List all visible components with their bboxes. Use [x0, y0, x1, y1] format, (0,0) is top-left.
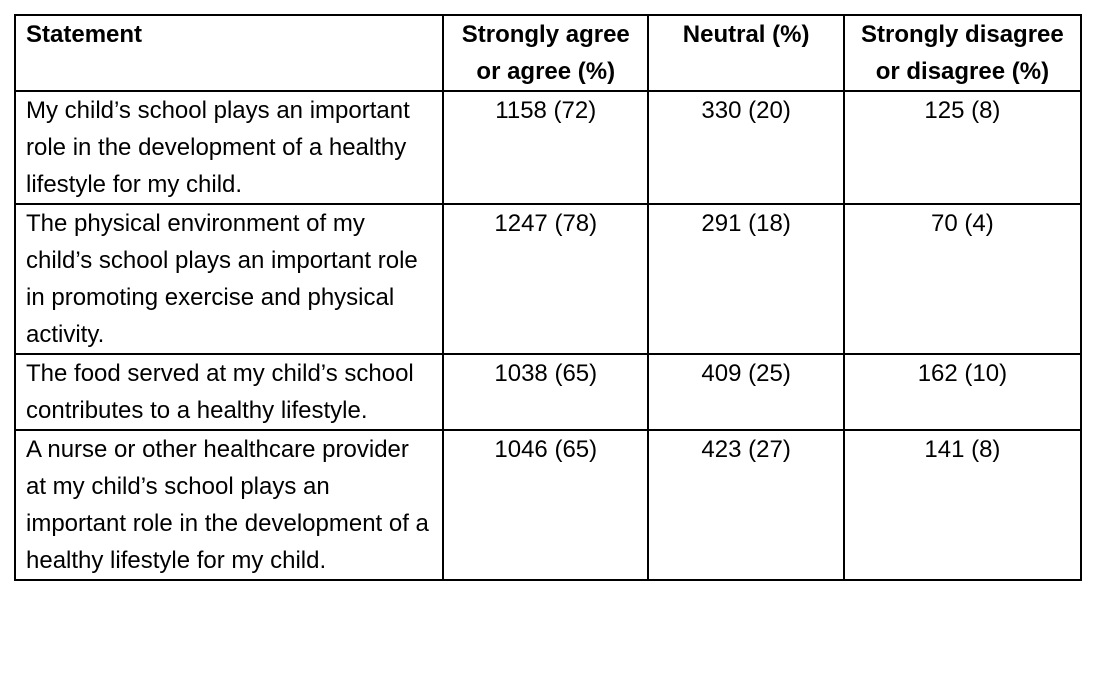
disagree-cell: 125 (8): [842, 90, 1083, 205]
header-neutral: Neutral (%): [647, 14, 845, 92]
header-disagree: Strongly disagree or disagree (%): [842, 14, 1083, 92]
neutral-cell: 330 (20): [647, 90, 845, 205]
agree-cell: 1247 (78): [442, 203, 650, 355]
statement-cell: The food served at my child’s school con…: [13, 353, 445, 431]
table-row: The food served at my child’s school con…: [13, 353, 1083, 431]
header-row: Statement Strongly agree or agree (%) Ne…: [13, 14, 1083, 92]
statement-cell: The physical environment of my child’s s…: [13, 203, 445, 355]
table-row: The physical environment of my child’s s…: [13, 203, 1083, 355]
header-statement: Statement: [13, 14, 445, 92]
agree-cell: 1046 (65): [442, 429, 650, 581]
statement-cell: A nurse or other healthcare provider at …: [13, 429, 445, 581]
neutral-cell: 291 (18): [647, 203, 845, 355]
neutral-cell: 409 (25): [647, 353, 845, 431]
table-row: A nurse or other healthcare provider at …: [13, 429, 1083, 581]
agree-cell: 1158 (72): [442, 90, 650, 205]
neutral-cell: 423 (27): [647, 429, 845, 581]
statement-cell: My child’s school plays an important rol…: [13, 90, 445, 205]
disagree-cell: 70 (4): [842, 203, 1083, 355]
agree-cell: 1038 (65): [442, 353, 650, 431]
table-row: My child’s school plays an important rol…: [13, 90, 1083, 205]
survey-results-table: Statement Strongly agree or agree (%) Ne…: [13, 14, 1083, 581]
header-agree: Strongly agree or agree (%): [442, 14, 650, 92]
disagree-cell: 162 (10): [842, 353, 1083, 431]
disagree-cell: 141 (8): [842, 429, 1083, 581]
